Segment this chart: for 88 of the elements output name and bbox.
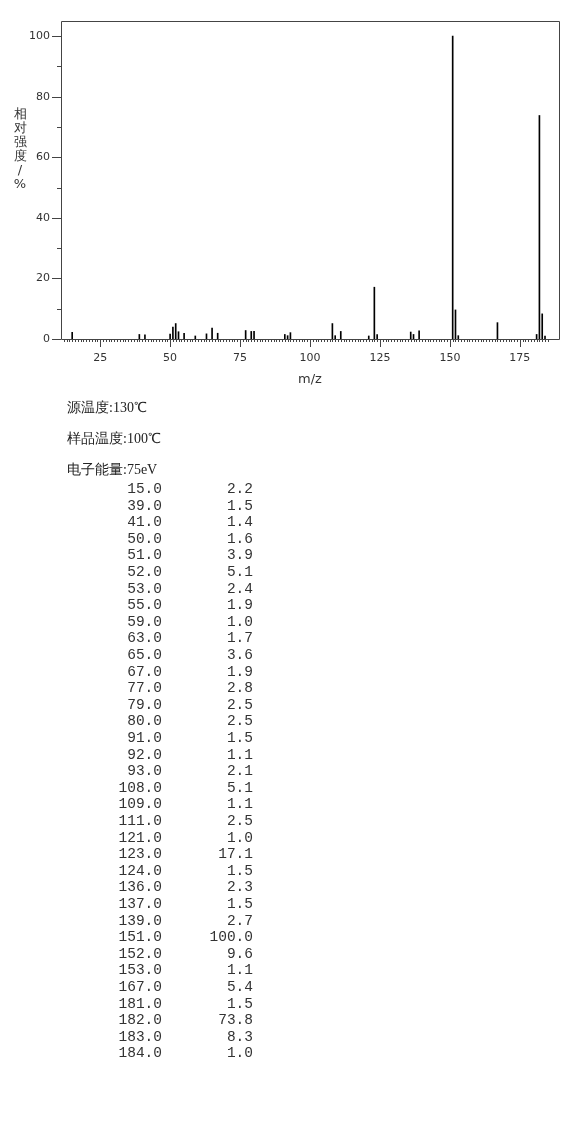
text: 109.0 bbox=[118, 796, 162, 814]
text: 53.0 bbox=[127, 580, 162, 598]
text: 1.7 bbox=[226, 630, 253, 648]
text: 1.5 bbox=[226, 730, 253, 747]
x-tick-label: 75 bbox=[233, 351, 248, 365]
text: 55.0 bbox=[127, 597, 162, 615]
text: 2.2 bbox=[226, 481, 253, 498]
text: 67.0 bbox=[127, 663, 162, 681]
y-tick-label: 100 bbox=[29, 29, 50, 42]
text: 1.5 bbox=[226, 497, 253, 515]
text: 样品温度:100℃ bbox=[67, 431, 161, 447]
text: 2.4 bbox=[226, 580, 253, 598]
text: 1.9 bbox=[226, 663, 253, 681]
text: 59.0 bbox=[127, 613, 162, 631]
text: 41.0 bbox=[127, 514, 162, 532]
y-tick-label: 60 bbox=[36, 150, 50, 164]
text: 50.0 bbox=[127, 530, 162, 548]
text: 100.0 bbox=[209, 929, 253, 947]
x-tick-label: 175 bbox=[509, 351, 531, 365]
y-axis-title: 相对强度/% bbox=[13, 106, 27, 191]
text: 1.5 bbox=[226, 862, 253, 880]
text: 65.0 bbox=[127, 647, 162, 664]
x-tick-label: 100 bbox=[299, 351, 321, 365]
text: 3.6 bbox=[226, 647, 253, 664]
text: 111.0 bbox=[118, 813, 162, 830]
y-tick-label: 20 bbox=[36, 271, 50, 285]
text: 17.1 bbox=[218, 846, 253, 864]
text: 137.0 bbox=[118, 896, 162, 913]
x-tick-label: 25 bbox=[93, 351, 108, 365]
text: 1.4 bbox=[226, 514, 253, 532]
x-tick-label: 125 bbox=[369, 351, 391, 365]
text: 1.0 bbox=[226, 829, 253, 847]
text: 1.0 bbox=[226, 1045, 253, 1063]
y-tick-label: 80 bbox=[36, 89, 50, 103]
text: 3.9 bbox=[226, 547, 253, 565]
text: 92.0 bbox=[127, 746, 162, 764]
x-tick-label: 50 bbox=[163, 351, 178, 365]
text: 79.0 bbox=[127, 696, 162, 714]
text: 124.0 bbox=[118, 862, 162, 880]
text: 源温度:130℃ bbox=[67, 400, 147, 416]
text: 8.3 bbox=[226, 1028, 253, 1046]
text: 2.1 bbox=[226, 763, 253, 781]
text: 167.0 bbox=[118, 979, 162, 996]
text: 2.5 bbox=[226, 713, 253, 731]
text: 63.0 bbox=[127, 630, 162, 648]
text: 51.0 bbox=[127, 547, 162, 565]
y-tick-label: 40 bbox=[36, 210, 50, 224]
text: 77.0 bbox=[127, 680, 162, 698]
text: 182.0 bbox=[118, 1012, 162, 1030]
text: 2.5 bbox=[226, 696, 253, 714]
text: 1.5 bbox=[226, 896, 253, 913]
text: 1.0 bbox=[226, 613, 253, 631]
text: 15.0 bbox=[127, 481, 162, 498]
text: 1.5 bbox=[226, 995, 253, 1013]
text: 2.8 bbox=[226, 680, 253, 698]
text: 1.1 bbox=[226, 746, 253, 764]
text: 123.0 bbox=[118, 846, 162, 864]
text: 93.0 bbox=[127, 763, 162, 781]
text: 91.0 bbox=[127, 730, 162, 747]
text: 139.0 bbox=[118, 912, 162, 930]
text: 5.1 bbox=[226, 779, 253, 797]
text: 39.0 bbox=[127, 497, 162, 515]
text: 1.1 bbox=[226, 962, 253, 980]
text: 1.1 bbox=[226, 796, 253, 814]
text: 2.3 bbox=[226, 879, 253, 897]
text: 80.0 bbox=[127, 713, 162, 731]
x-axis-title: m/z bbox=[298, 370, 323, 386]
text: 151.0 bbox=[118, 929, 162, 947]
text: 5.4 bbox=[226, 979, 253, 996]
text: 2.7 bbox=[226, 912, 253, 930]
text: 73.8 bbox=[218, 1012, 253, 1030]
text: 电子能量:75eV bbox=[67, 462, 158, 478]
text: 2.5 bbox=[226, 813, 253, 830]
text: 52.0 bbox=[127, 564, 162, 581]
y-tick-label: 0 bbox=[43, 331, 50, 345]
text: 1.9 bbox=[226, 597, 253, 615]
text: 152.0 bbox=[118, 945, 162, 963]
text: 108.0 bbox=[118, 779, 162, 797]
text: 1.6 bbox=[226, 530, 253, 548]
text: 136.0 bbox=[118, 879, 162, 897]
text: 183.0 bbox=[118, 1028, 162, 1046]
text: 9.6 bbox=[226, 945, 253, 963]
text: 153.0 bbox=[118, 962, 162, 980]
text: 121.0 bbox=[118, 829, 162, 847]
x-tick-label: 150 bbox=[439, 351, 461, 365]
text: 181.0 bbox=[118, 995, 162, 1013]
text: 5.1 bbox=[226, 564, 253, 581]
text: 184.0 bbox=[118, 1045, 162, 1063]
